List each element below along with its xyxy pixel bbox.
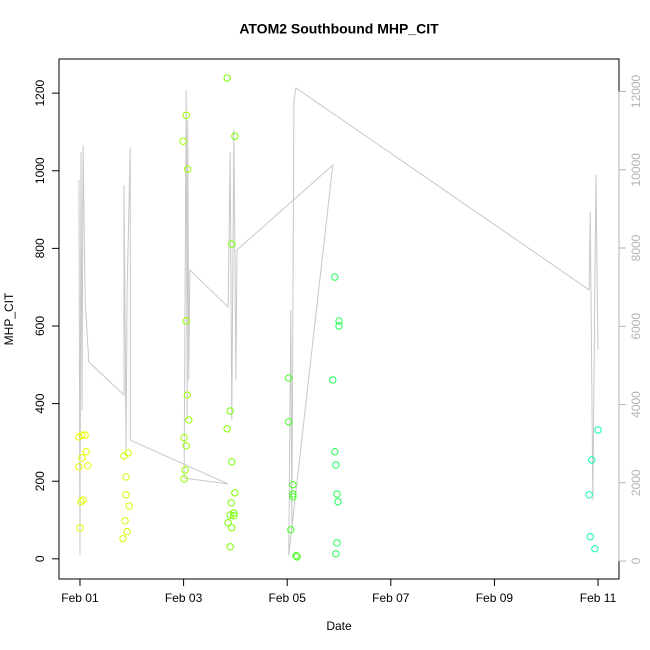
data-point [332, 461, 340, 469]
y-tick-label: 400 [33, 393, 47, 413]
data-point [335, 322, 343, 330]
x-axis-label: Date [326, 619, 352, 633]
data-point [122, 473, 130, 481]
data-point [334, 498, 342, 506]
data-point [226, 511, 234, 519]
y2-tick-label: 6000 [629, 313, 643, 340]
data-point [182, 317, 190, 325]
data-point [125, 502, 133, 510]
data-point [230, 509, 238, 517]
data-point [185, 416, 193, 424]
data-point [81, 431, 89, 439]
data-point [228, 524, 236, 532]
y2-tick-label: 10000 [629, 153, 643, 187]
y-tick-label: 0 [33, 555, 47, 562]
y-tick-label: 1200 [33, 79, 47, 106]
data-point [223, 425, 231, 433]
data-point [180, 475, 188, 483]
x-tick-label: Feb 01 [61, 591, 99, 605]
x-tick-label: Feb 09 [476, 591, 514, 605]
data-point [331, 273, 339, 281]
y2-tick-label: 4000 [629, 391, 643, 418]
data-point [329, 376, 337, 384]
data-point [586, 533, 594, 541]
data-point [119, 534, 127, 543]
data-point [287, 526, 295, 534]
data-point [84, 461, 92, 470]
data-point [231, 489, 239, 497]
data-point [78, 454, 86, 462]
data-point [332, 550, 340, 558]
data-point [331, 448, 339, 456]
x-tick-label: Feb 07 [372, 591, 410, 605]
data-point [588, 456, 596, 464]
data-point [78, 431, 86, 439]
data-point [124, 449, 132, 457]
data-point [594, 426, 602, 434]
x-tick-label: Feb 05 [269, 591, 307, 605]
data-point [226, 543, 234, 551]
data-point [181, 466, 189, 474]
data-point [333, 490, 341, 498]
x-tick-label: Feb 11 [580, 591, 617, 605]
y-tick-label: 600 [33, 316, 47, 336]
y2-tick-label: 12000 [629, 75, 643, 109]
y-tick-label: 1000 [33, 157, 47, 184]
data-point [285, 374, 293, 382]
data-point [79, 496, 87, 504]
data-point [335, 317, 343, 325]
data-point [122, 491, 130, 499]
data-point [224, 519, 232, 527]
data-point [121, 517, 129, 525]
data-point [123, 527, 131, 536]
data-point [76, 524, 84, 532]
data-point [289, 493, 297, 501]
x-tick-label: Feb 03 [165, 591, 203, 605]
data-point [289, 481, 297, 489]
data-point [183, 391, 191, 399]
data-point [231, 132, 239, 140]
y-tick-label: 200 [33, 471, 47, 491]
data-point [293, 553, 301, 561]
y2-tick-label: 0 [629, 557, 643, 564]
y-tick-label: 800 [33, 238, 47, 258]
data-point [182, 111, 190, 119]
data-point [228, 240, 236, 248]
data-point [82, 448, 90, 456]
data-point [292, 552, 300, 560]
y2-tick-label: 8000 [629, 234, 643, 261]
data-point [585, 491, 593, 499]
data-point [230, 512, 238, 520]
data-point [223, 74, 231, 82]
data-point [182, 442, 190, 450]
chart-title: ATOM2 Southbound MHP_CIT [239, 21, 439, 37]
data-point [226, 407, 234, 415]
data-point [75, 463, 83, 471]
y-axis-label: MHP_CIT [2, 292, 16, 345]
data-point [591, 545, 599, 553]
data-point [227, 499, 235, 507]
plot-frame [58, 58, 620, 580]
data-line [78, 87, 599, 556]
data-point [333, 539, 341, 547]
data-point [180, 434, 188, 442]
data-point [285, 418, 293, 426]
y2-tick-label: 2000 [629, 469, 643, 496]
data-point [289, 490, 297, 498]
data-point [179, 137, 187, 145]
data-point [228, 458, 236, 466]
data-point [184, 165, 192, 173]
data-point [77, 498, 85, 506]
